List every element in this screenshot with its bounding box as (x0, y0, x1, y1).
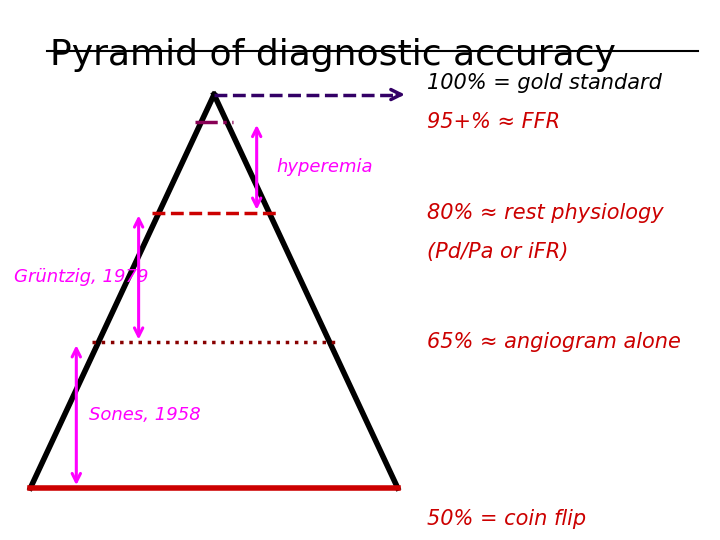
Text: 50% = coin flip: 50% = coin flip (427, 509, 586, 529)
Text: 95+% ≈ FFR: 95+% ≈ FFR (427, 112, 560, 132)
Text: 65% ≈ angiogram alone: 65% ≈ angiogram alone (427, 333, 681, 353)
Text: hyperemia: hyperemia (276, 158, 373, 177)
Text: 80% ≈ rest physiology: 80% ≈ rest physiology (427, 202, 664, 222)
Text: Pyramid of diagnostic accuracy: Pyramid of diagnostic accuracy (50, 38, 616, 72)
Text: Sones, 1958: Sones, 1958 (89, 406, 201, 424)
Text: 100% = gold standard: 100% = gold standard (427, 73, 662, 93)
Text: Grüntzig, 1979: Grüntzig, 1979 (14, 268, 148, 287)
Text: (Pd/Pa or iFR): (Pd/Pa or iFR) (427, 242, 569, 262)
